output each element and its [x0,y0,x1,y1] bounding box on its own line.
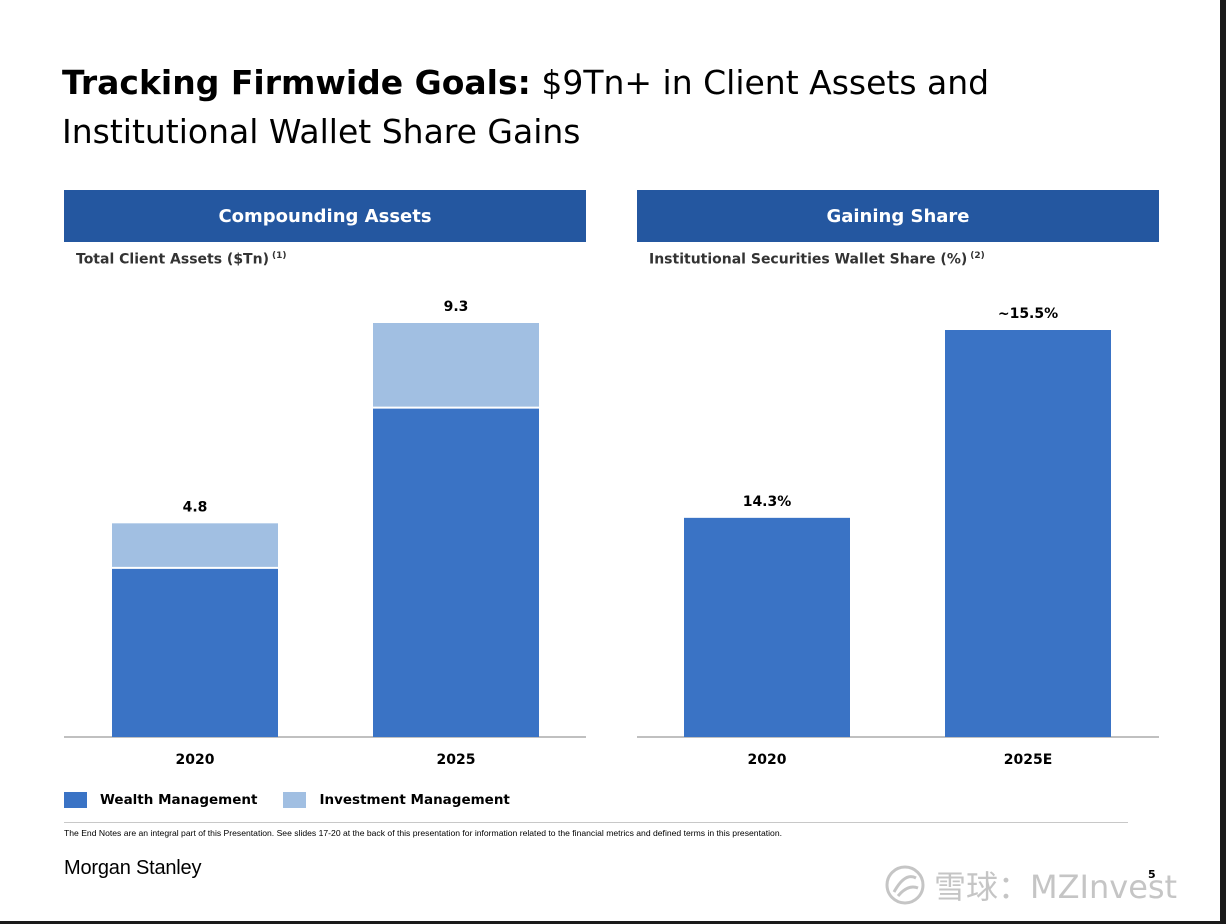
legend-item-investment-management: Investment Management [283,792,510,808]
data-label-total-2025: 9.3 [444,299,469,315]
x-tick-label-2025E: 2025E [1004,752,1053,768]
panel-header-compounding-assets: Compounding Assets [64,190,586,242]
legend-item-wealth-management: Wealth Management [64,792,257,808]
wallet-share-chart: 14.3% 2020 ~15.5% 2025E [637,306,1159,768]
chart-legend: Wealth Management Investment Management [64,792,536,808]
slide-title: Tracking Firmwide Goals: $9Tn+ in Client… [62,58,1162,156]
chart-subtitle-text: Institutional Securities Wallet Share (%… [649,251,968,268]
bar-wallet-share-2025E [945,330,1111,737]
slide-title-regular: $9Tn+ in Client Assets and Institutional… [62,63,990,151]
watermark-text: 雪球：MZInvest [934,868,1178,906]
window-border-bottom [0,921,1226,924]
legend-label: Wealth Management [100,792,258,808]
morgan-stanley-logo: Morgan Stanley [64,857,202,879]
window-border-right [1220,0,1226,924]
legend-swatch [64,792,87,808]
bar-wealth-management-2025 [373,407,539,737]
bar-wallet-share-2020 [684,517,850,737]
data-label-2020: 14.3% [743,494,792,510]
watermark: 雪球：MZInvest [884,862,1177,908]
client-assets-chart: 4.8 2020 9.3 2025 [64,299,586,768]
data-label-2025E: ~15.5% [998,306,1058,322]
page-number: 5 [1148,868,1156,881]
legend-swatch [283,792,307,808]
footer-divider [64,822,1128,823]
legend-label: Investment Management [319,792,510,808]
chart-subtitle-client-assets: Total Client Assets ($Tn) (1) [76,251,286,268]
footnote-ref: (1) [271,251,287,261]
bar-investment-management-2020 [112,523,278,568]
bar-wealth-management-2020 [112,567,278,737]
chart-subtitle-wallet-share: Institutional Securities Wallet Share (%… [649,251,985,268]
footnote-ref: (2) [970,251,985,261]
slide-title-bold: Tracking Firmwide Goals: [62,63,531,102]
panel-header-gaining-share: Gaining Share [637,190,1159,242]
chart-subtitle-text: Total Client Assets ($Tn) [76,251,269,268]
end-notes-text: The End Notes are an integral part of th… [64,828,782,838]
bar-investment-management-2025 [373,323,539,408]
x-tick-label-2025: 2025 [437,752,476,768]
snowball-logo-icon [885,865,925,905]
data-label-total-2020: 4.8 [183,499,208,515]
x-tick-label-2020: 2020 [748,752,787,768]
x-tick-label-2020: 2020 [176,752,215,768]
